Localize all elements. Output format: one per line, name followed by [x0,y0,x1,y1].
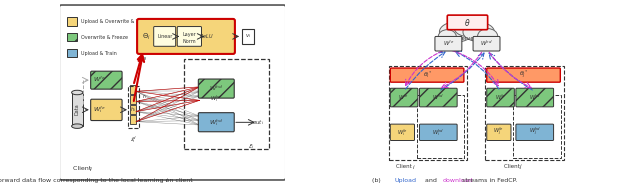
Text: $W_i^{hd}$: $W_i^{hd}$ [210,93,223,104]
Text: $W^{fe}$: $W^{fe}$ [443,39,454,48]
Ellipse shape [438,30,456,43]
FancyBboxPatch shape [177,27,202,46]
Ellipse shape [477,28,498,44]
Text: $ReLU$: $ReLU$ [199,32,214,41]
Bar [128,86,139,128]
Ellipse shape [72,124,83,128]
FancyBboxPatch shape [390,124,415,140]
Text: and: and [424,178,439,183]
Text: $i$: $i$ [412,162,415,171]
FancyBboxPatch shape [390,88,418,107]
Ellipse shape [72,90,83,95]
Text: $W^{fe}$: $W^{fe}$ [399,93,410,102]
Text: Layer: Layer [182,32,196,37]
Text: Overwrite & Freeze: Overwrite & Freeze [81,35,127,40]
FancyBboxPatch shape [419,124,457,140]
Text: Upload & Train: Upload & Train [81,51,116,56]
Text: $W^{hd}$: $W^{hd}$ [480,39,493,48]
FancyBboxPatch shape [516,88,554,107]
Text: Client: Client [396,164,413,169]
Text: $j$: $j$ [519,162,524,171]
Bar [67,48,77,57]
Text: $W_j^{fe}$: $W_j^{fe}$ [493,126,504,138]
Text: Norm: Norm [182,39,196,44]
Text: $W_i^{hd}$: $W_i^{hd}$ [432,127,444,138]
Bar [72,92,83,126]
FancyBboxPatch shape [447,15,488,30]
Text: $W^{hd}$: $W^{hd}$ [529,93,541,102]
Text: Client: Client [73,166,93,171]
Bar [130,105,136,114]
Bar [513,95,561,158]
FancyBboxPatch shape [487,68,561,82]
Text: download: download [442,178,473,183]
FancyBboxPatch shape [487,124,511,140]
Bar [130,115,136,124]
Text: $\theta$: $\theta$ [464,17,470,28]
FancyBboxPatch shape [137,19,235,54]
FancyBboxPatch shape [419,88,457,107]
Text: $W_i^{fe}$: $W_i^{fe}$ [397,127,408,138]
Text: $W_j^{hd}$: $W_j^{hd}$ [529,126,541,138]
Ellipse shape [454,18,481,36]
Text: $\mathcal{E}_i$: $\mathcal{E}_i$ [248,142,254,151]
Text: $r_i$: $r_i$ [142,92,147,101]
Text: (a) Forward data flow corresponding to the local learning on client: (a) Forward data flow corresponding to t… [0,178,195,183]
Bar [485,66,564,160]
Ellipse shape [440,22,473,42]
Text: $v_i$: $v_i$ [245,33,252,40]
Text: (b): (b) [372,178,383,183]
Text: streams in FedCP.: streams in FedCP. [460,178,518,183]
Bar [130,85,136,94]
FancyBboxPatch shape [516,124,554,140]
FancyBboxPatch shape [198,79,234,98]
Bar [389,66,467,160]
Text: $W_i^{fe}$: $W_i^{fe}$ [93,104,106,115]
FancyBboxPatch shape [198,113,234,132]
Text: $\mathcal{E}_i^d$: $\mathcal{E}_i^d$ [130,134,137,145]
Text: $out_i$: $out_i$ [252,118,264,127]
Ellipse shape [463,22,494,41]
Text: $W^{fe}$: $W^{fe}$ [93,75,106,84]
FancyBboxPatch shape [91,99,122,121]
Text: $W^{hd}$: $W^{hd}$ [432,93,444,102]
FancyBboxPatch shape [487,88,515,107]
Text: Client: Client [504,164,521,169]
Bar [130,95,136,104]
FancyBboxPatch shape [154,27,176,46]
Text: Upload: Upload [395,178,417,183]
Text: $\Theta_i$: $\Theta_i$ [142,31,151,41]
FancyBboxPatch shape [435,36,462,51]
Bar [184,59,269,149]
Text: $\theta_j^*$: $\theta_j^*$ [519,69,528,81]
Text: $\theta_i^*$: $\theta_i^*$ [422,70,431,80]
Text: Server: Server [458,36,476,41]
FancyBboxPatch shape [91,71,122,89]
Text: Linear: Linear [157,34,172,39]
Text: $i$: $i$ [89,165,93,173]
Text: $h_i$: $h_i$ [130,105,136,114]
Bar [67,33,77,41]
Text: Data: Data [75,103,80,115]
Text: $s_i$: $s_i$ [141,55,147,63]
Text: $W^{hd}$: $W^{hd}$ [209,84,223,93]
Text: $W^{fe}$: $W^{fe}$ [495,93,506,102]
Bar [67,17,77,26]
Bar [417,95,464,158]
Bar [242,28,255,44]
FancyBboxPatch shape [390,68,464,82]
FancyBboxPatch shape [473,36,500,51]
Text: Upload & Overwrite & Train: Upload & Overwrite & Train [81,19,147,24]
Text: i: i [166,178,167,183]
Text: .: . [179,178,181,183]
Text: $W_i^{hd}$: $W_i^{hd}$ [209,117,223,128]
